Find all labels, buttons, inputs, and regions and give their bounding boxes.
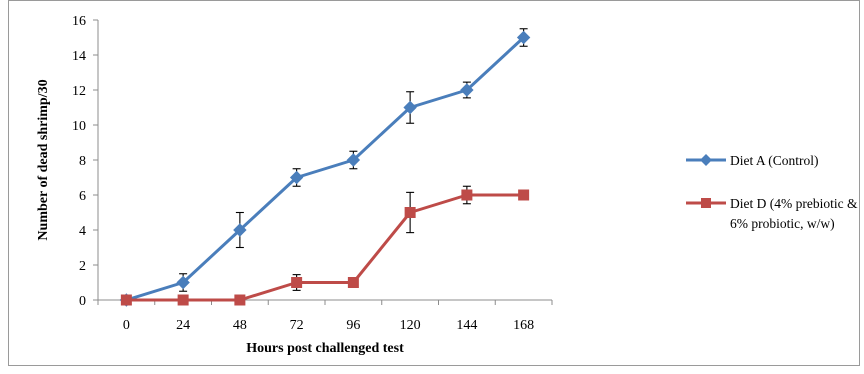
x-tick-label: 24 [176, 318, 190, 333]
data-point [516, 30, 531, 45]
legend-swatch-marker [700, 154, 712, 166]
data-point [120, 294, 132, 306]
y-tick-label: 8 [79, 154, 86, 169]
x-tick-label: 72 [290, 318, 304, 333]
y-axis-title: Number of dead shrimp/30 [36, 79, 51, 240]
x-tick-label: 0 [123, 318, 130, 333]
y-tick-label: 12 [72, 84, 86, 99]
data-point [461, 189, 473, 201]
x-tick-label: 120 [400, 318, 421, 333]
legend-label: 6% probiotic, w/w) [730, 216, 835, 231]
data-point [234, 294, 246, 306]
series-line [126, 193, 524, 302]
data-point [518, 189, 530, 201]
y-tick-label: 4 [79, 224, 86, 239]
data-point [289, 170, 304, 185]
y-tick-label: 16 [72, 14, 86, 29]
data-point [233, 223, 247, 237]
data-point [346, 153, 361, 167]
y-tick-label: 14 [72, 49, 86, 64]
legend-label: Diet D (4% prebiotic & [730, 196, 858, 211]
legend-item: Diet D (4% prebiotic & 6% probiotic, w/w) [686, 196, 858, 231]
data-point [177, 294, 189, 306]
series-line [125, 36, 525, 302]
data-point [291, 277, 303, 288]
x-tick-label: 144 [456, 318, 477, 333]
data-point [460, 83, 474, 97]
x-tick-label: 96 [346, 318, 360, 333]
y-tick-label: 10 [72, 119, 86, 134]
data-point [403, 100, 417, 115]
legend-item: Diet A (Control) [686, 153, 819, 168]
series-1 [119, 28, 531, 307]
legend-swatch-marker [701, 198, 711, 208]
data-point [347, 277, 359, 288]
series-2 [120, 185, 530, 306]
y-tick-label: 2 [79, 259, 86, 274]
chart-border [8, 0, 860, 366]
x-axis-title: Hours post challenged test [246, 341, 404, 356]
y-tick-label: 6 [79, 189, 86, 204]
legend-label: Diet A (Control) [730, 153, 819, 168]
y-tick-label: 0 [79, 294, 86, 309]
x-tick-label: 168 [513, 318, 534, 333]
data-point [176, 275, 190, 290]
x-tick-label: 48 [233, 318, 247, 333]
data-point [404, 207, 416, 218]
